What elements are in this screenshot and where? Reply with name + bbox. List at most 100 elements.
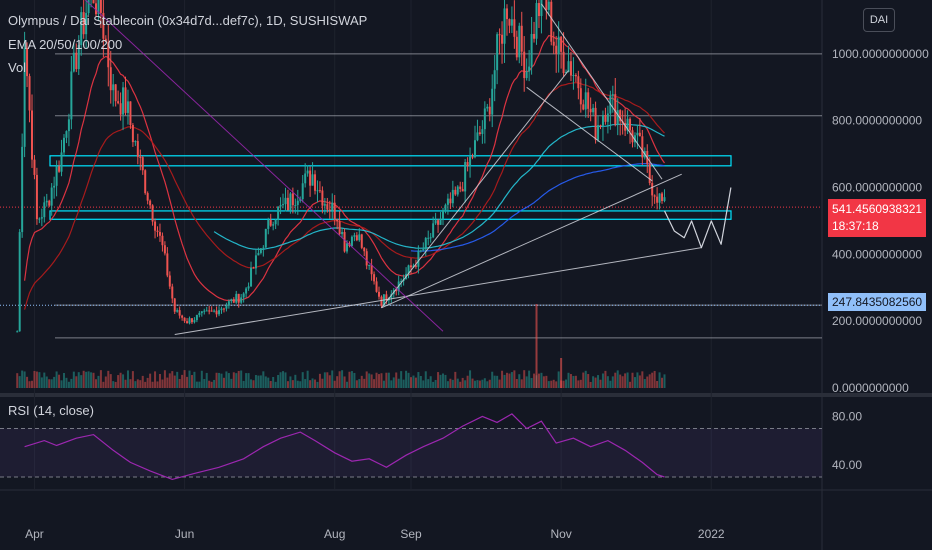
volume-bar bbox=[437, 372, 440, 388]
volume-bar bbox=[584, 370, 587, 388]
candle-body bbox=[306, 170, 309, 174]
candle-body bbox=[414, 265, 417, 267]
volume-bar bbox=[540, 372, 543, 388]
volume-bar bbox=[466, 375, 469, 388]
rsi-line bbox=[24, 413, 665, 481]
volume-bar bbox=[230, 378, 233, 388]
volume-bar bbox=[154, 371, 157, 388]
volume-bar bbox=[550, 380, 553, 388]
volume-bar bbox=[651, 372, 654, 388]
volume-bar bbox=[483, 378, 486, 388]
volume-bar bbox=[203, 379, 206, 388]
volume-bar bbox=[631, 372, 634, 388]
volume-bar bbox=[134, 381, 137, 388]
volume-bar bbox=[195, 381, 198, 388]
volume-bar bbox=[407, 372, 410, 388]
candle-body bbox=[624, 123, 627, 131]
candle-body bbox=[513, 19, 516, 37]
candle-body bbox=[104, 38, 107, 42]
volume-bar bbox=[126, 370, 129, 388]
candle-body bbox=[552, 41, 555, 46]
rsi-legend[interactable]: RSI (14, close) bbox=[8, 403, 94, 418]
candle-body bbox=[488, 106, 491, 115]
candle-body bbox=[572, 74, 575, 76]
candle-body bbox=[218, 310, 221, 315]
volume-bar bbox=[441, 373, 444, 388]
candle-body bbox=[355, 235, 358, 241]
candle-body bbox=[557, 36, 560, 54]
currency-button[interactable]: DAI bbox=[863, 8, 895, 32]
candle-body bbox=[237, 293, 240, 303]
volume-bar bbox=[235, 373, 238, 388]
volume-bar bbox=[277, 375, 280, 388]
volume-bar bbox=[392, 377, 395, 388]
volume-bar bbox=[21, 370, 24, 388]
volume-bar bbox=[163, 370, 166, 388]
volume-bar bbox=[633, 377, 636, 388]
candle-body bbox=[75, 52, 78, 70]
candle-body bbox=[286, 197, 289, 211]
chart-title: Olympus / Dai Stablecoin (0x34d7d...def7… bbox=[8, 13, 368, 28]
volume-bar bbox=[198, 381, 201, 388]
candle-body bbox=[62, 137, 65, 153]
candle-body bbox=[577, 76, 580, 89]
volume-bar bbox=[427, 379, 430, 388]
volume-bar bbox=[62, 372, 65, 388]
volume-bar bbox=[289, 376, 292, 388]
volume-bar bbox=[405, 370, 408, 388]
volume-bar bbox=[419, 375, 422, 388]
candle-body bbox=[259, 248, 262, 253]
volume-bar bbox=[375, 372, 378, 388]
volume-bar bbox=[456, 378, 459, 388]
candle-body bbox=[360, 234, 363, 248]
candle-body bbox=[235, 293, 238, 303]
candle-body bbox=[16, 331, 19, 333]
volume-bar bbox=[459, 381, 462, 388]
volume-bar bbox=[636, 372, 639, 388]
volume-bar bbox=[619, 374, 622, 388]
volume-bar bbox=[478, 380, 481, 388]
volume-bar bbox=[240, 370, 243, 388]
candle-body bbox=[368, 265, 371, 267]
volume-bar bbox=[614, 372, 617, 388]
candle-body bbox=[304, 173, 307, 184]
candle-body bbox=[161, 235, 164, 246]
volume-bar bbox=[282, 371, 285, 388]
volume-bar bbox=[621, 376, 624, 388]
candle-body bbox=[274, 219, 277, 225]
candle-body bbox=[579, 88, 582, 105]
volume-bar bbox=[296, 380, 299, 388]
volume-bar bbox=[574, 375, 577, 388]
candle-body bbox=[493, 70, 496, 89]
volume-bar bbox=[193, 371, 196, 388]
volume-bar bbox=[390, 380, 393, 388]
candle-body bbox=[550, 1, 553, 42]
volume-bar bbox=[99, 370, 102, 388]
y-tick-label: 1000.0000000000 bbox=[832, 47, 929, 61]
candle-body bbox=[151, 205, 154, 222]
candle-body bbox=[28, 76, 31, 111]
volume-bar bbox=[291, 380, 294, 388]
volume-bar bbox=[624, 373, 627, 388]
candle-body bbox=[604, 115, 607, 122]
volume-bar bbox=[333, 380, 336, 388]
candle-body bbox=[611, 94, 614, 96]
candle-body bbox=[48, 200, 51, 206]
volume-bar bbox=[97, 375, 100, 388]
candle-body bbox=[141, 157, 144, 171]
volume-bar bbox=[139, 380, 142, 388]
volume-bar bbox=[611, 376, 614, 388]
trendline bbox=[84, 0, 444, 332]
ema-legend[interactable]: EMA 20/50/100/200 bbox=[8, 37, 123, 52]
candle-body bbox=[158, 231, 161, 236]
volume-bar bbox=[363, 378, 366, 388]
volume-bar bbox=[245, 373, 248, 388]
volume-bar bbox=[26, 376, 29, 388]
candle-body bbox=[537, 3, 540, 17]
candle-body bbox=[520, 25, 523, 52]
volume-legend[interactable]: Vol bbox=[8, 60, 27, 75]
candle-body bbox=[94, 3, 97, 15]
volume-bar bbox=[508, 373, 511, 388]
volume-bar bbox=[85, 371, 88, 388]
